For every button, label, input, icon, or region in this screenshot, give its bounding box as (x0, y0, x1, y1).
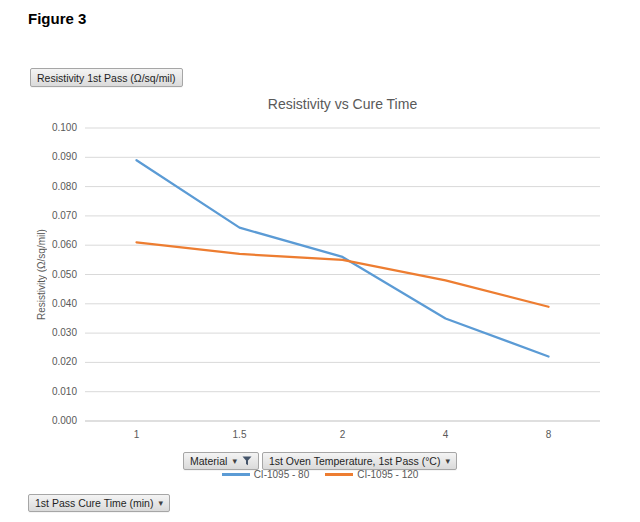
x-tick-label: 4 (416, 429, 476, 440)
value-field-label: Resistivity 1st Pass (Ω/sq/mil) (37, 72, 176, 84)
x-tick-label: 1.5 (210, 429, 270, 440)
filter-icon (242, 456, 252, 466)
x-tick-label: 2 (313, 429, 373, 440)
series-line-ci-1095-120 (137, 242, 549, 306)
legend-label: CI-1095 - 80 (254, 469, 310, 480)
material-field-button[interactable]: Material ▾ (183, 452, 259, 470)
cure-time-field-label: 1st Pass Cure Time (min) (35, 497, 153, 509)
dropdown-caret-icon: ▾ (445, 457, 450, 466)
oven-temperature-field-button[interactable]: 1st Oven Temperature, 1st Pass (°C) ▾ (262, 452, 457, 470)
series-color-swatch (325, 473, 353, 476)
material-field-label: Material (190, 455, 227, 467)
axis-field-buttons: Material ▾ 1st Oven Temperature, 1st Pas… (0, 452, 640, 470)
y-axis-title: Resistivity (Ω/sq/mil) (36, 128, 47, 421)
x-tick-label: 8 (519, 429, 579, 440)
legend: CI-1095 - 80 CI-1095 - 120 (0, 469, 640, 480)
figure-title: Figure 3 (28, 10, 86, 27)
worksheet: Figure 3 Resistivity 1st Pass (Ω/sq/mil)… (0, 0, 640, 522)
legend-item: CI-1095 - 80 (222, 469, 310, 480)
value-field-button[interactable]: Resistivity 1st Pass (Ω/sq/mil) (30, 68, 183, 87)
dropdown-caret-icon: ▾ (232, 457, 237, 466)
legend-item: CI-1095 - 120 (325, 469, 418, 480)
dropdown-caret-icon: ▾ (158, 499, 163, 508)
oven-temperature-field-label: 1st Oven Temperature, 1st Pass (°C) (269, 455, 441, 467)
series-color-swatch (222, 473, 250, 476)
legend-label: CI-1095 - 120 (357, 469, 418, 480)
chart-title: Resistivity vs Cure Time (85, 96, 600, 112)
cure-time-field-button[interactable]: 1st Pass Cure Time (min) ▾ (28, 494, 170, 512)
x-tick-label: 1 (107, 429, 167, 440)
series-line-ci-1095-80 (137, 160, 549, 356)
